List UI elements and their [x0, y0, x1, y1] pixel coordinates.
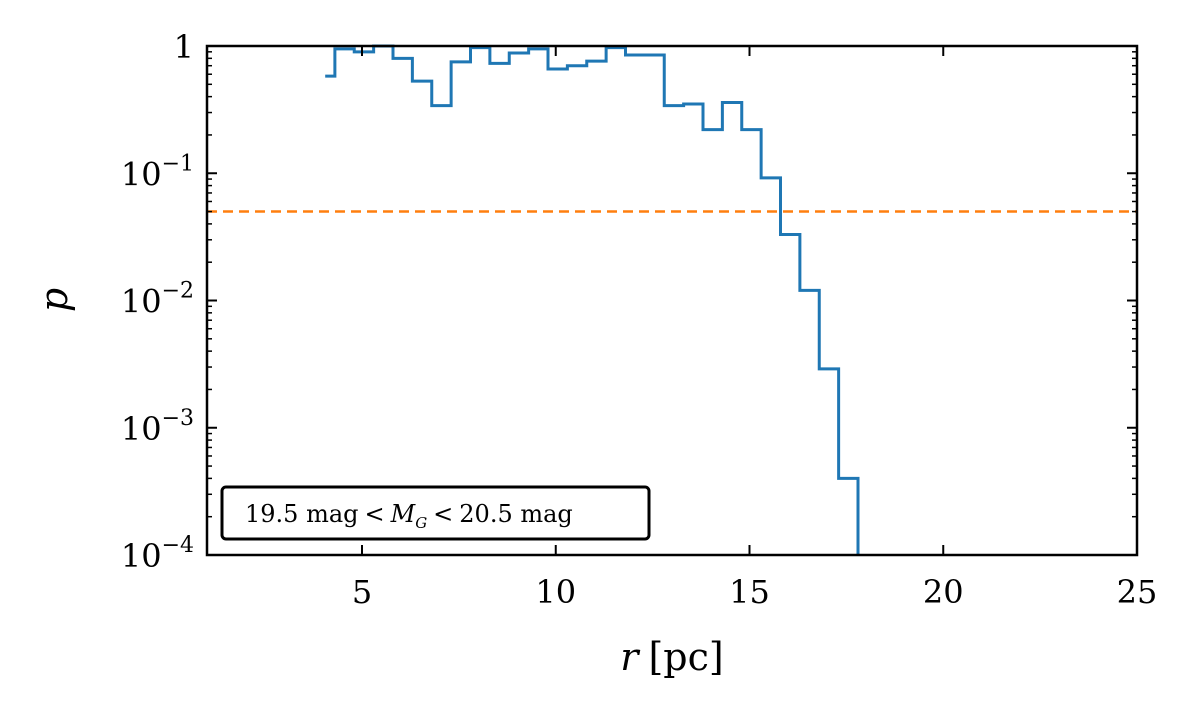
x-axis-label: r [pc] [620, 635, 723, 679]
y-tick-label: 10−2 [121, 279, 194, 321]
x-tick-label: 25 [1117, 573, 1158, 611]
y-tick-label: 10−4 [121, 533, 194, 575]
y-tick-label: 10−3 [121, 406, 194, 448]
y-tick-label: 10−1 [121, 151, 194, 193]
x-tick-label: 10 [535, 573, 576, 611]
x-tick-label: 20 [923, 573, 964, 611]
series-line-0 [325, 44, 860, 555]
y-axis-label: p [32, 288, 76, 312]
axes-frame [205, 44, 1139, 557]
legend-box: 19.5 mag < MG <20.5 mag [220, 485, 651, 541]
plot-area [205, 44, 1139, 557]
x-tick-label: 5 [352, 573, 372, 611]
x-tick-label: 15 [729, 573, 770, 611]
axis-ticks [207, 45, 1138, 556]
tick-labels: 5 10 15 20 25 1 10−1 10−2 10−3 10−4 [121, 28, 1158, 611]
legend-text: 19.5 mag < MG <20.5 mag [245, 500, 573, 532]
y-tick-label: 1 [174, 28, 194, 66]
